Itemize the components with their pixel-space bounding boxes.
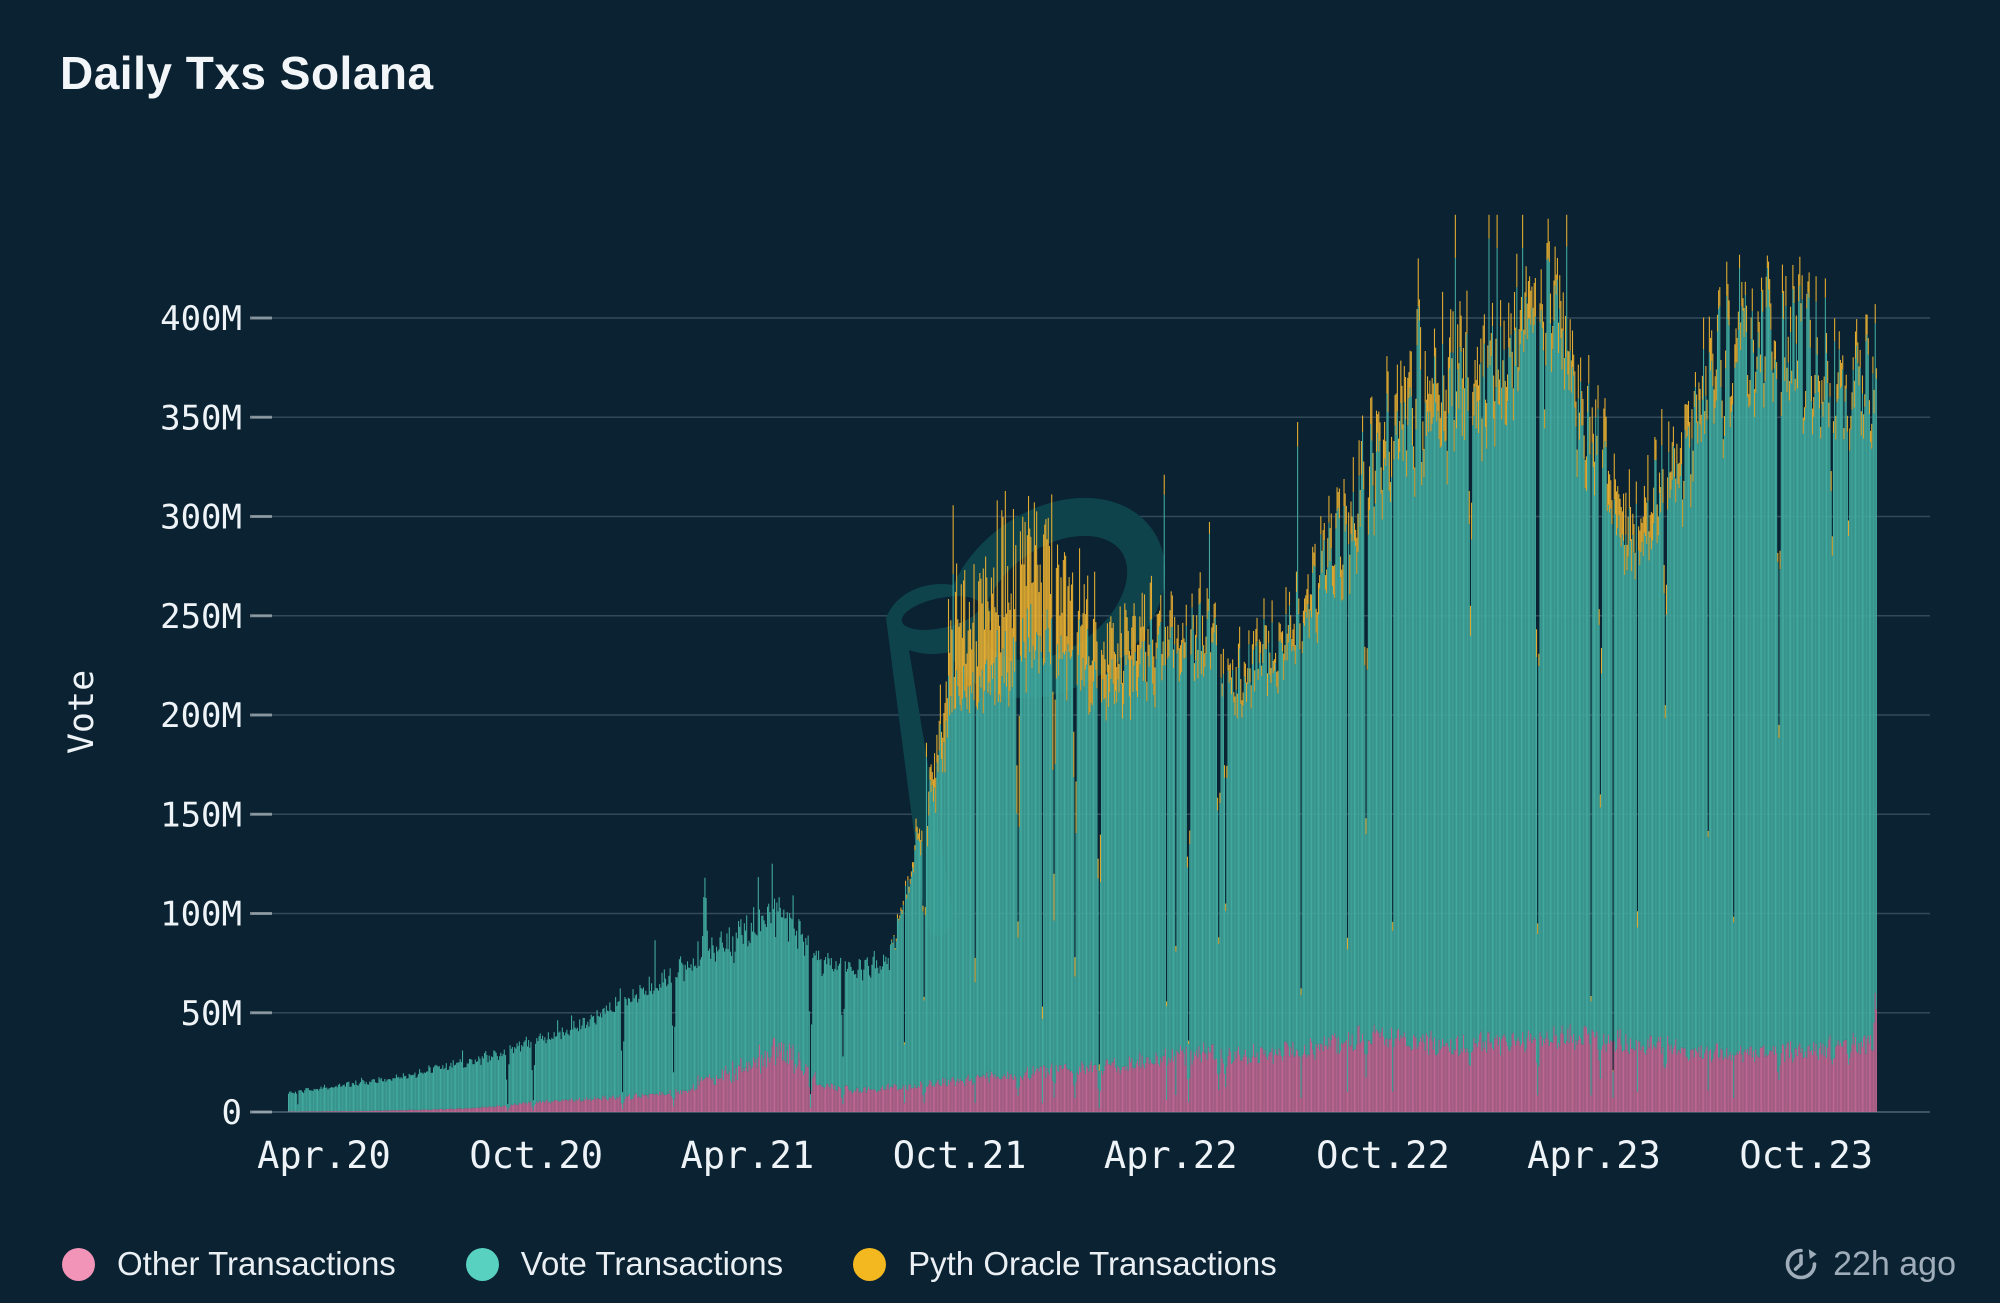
svg-text:Apr.21: Apr.21 xyxy=(680,1134,814,1177)
axis-labels: 0 50M 100M 150M 200M 250M 300M 350M 400M Vote Apr.… xyxy=(62,299,1873,1177)
svg-text:Vote: Vote xyxy=(62,670,102,754)
stacked-bars xyxy=(288,214,1877,1112)
svg-text:150M: 150M xyxy=(160,795,242,835)
svg-text:Apr.22: Apr.22 xyxy=(1104,1134,1238,1177)
svg-text:100M: 100M xyxy=(160,895,242,935)
legend-item-pyth[interactable]: Pyth Oracle Transactions xyxy=(853,1245,1277,1283)
svg-text:350M: 350M xyxy=(160,398,242,438)
svg-text:0: 0 xyxy=(222,1093,242,1133)
legend-item-label: Other Transactions xyxy=(117,1245,396,1282)
svg-text:Oct.22: Oct.22 xyxy=(1316,1134,1450,1177)
other-legend-dot-icon xyxy=(62,1247,95,1281)
legend-item-label: Vote Transactions xyxy=(520,1245,784,1282)
legend: Other Transactions Vote Transactions Pyth … xyxy=(62,1238,1956,1290)
vote-legend-dot-icon xyxy=(465,1247,499,1281)
svg-text:Apr.23: Apr.23 xyxy=(1527,1134,1661,1177)
svg-text:50M: 50M xyxy=(181,994,242,1034)
pyth-legend-dot-icon xyxy=(853,1247,887,1281)
history-clock-icon xyxy=(1785,1248,1817,1280)
svg-text:Oct.21: Oct.21 xyxy=(893,1134,1027,1177)
legend-item-other[interactable]: Other Transactions xyxy=(62,1245,396,1283)
svg-text:200M: 200M xyxy=(160,696,242,736)
last-updated: 22h ago xyxy=(1783,1245,1956,1284)
legend-item-vote[interactable]: Vote Transactions xyxy=(465,1245,784,1283)
svg-text:Oct.20: Oct.20 xyxy=(469,1134,603,1177)
svg-text:Apr.20: Apr.20 xyxy=(257,1134,391,1177)
legend-item-label: Pyth Oracle Transactions xyxy=(908,1245,1277,1282)
chart-plot-area[interactable]: 0 50M 100M 150M 200M 250M 300M 350M 400M Vote Apr.… xyxy=(0,0,2000,1215)
chart-title: Daily Txs Solana xyxy=(60,47,434,99)
svg-text:250M: 250M xyxy=(160,597,242,637)
svg-text:400M: 400M xyxy=(160,299,242,339)
last-updated-label: 22h ago xyxy=(1833,1244,1956,1283)
svg-text:300M: 300M xyxy=(160,498,242,538)
svg-text:Oct.23: Oct.23 xyxy=(1739,1134,1873,1177)
